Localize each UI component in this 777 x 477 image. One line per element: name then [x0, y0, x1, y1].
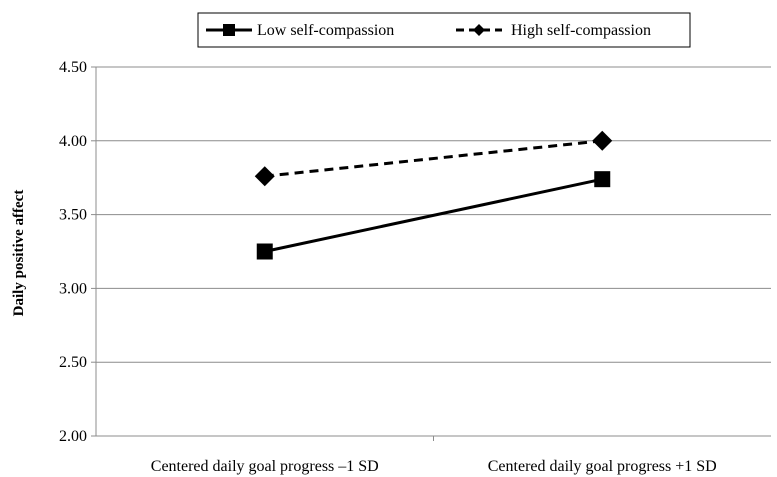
y-tick-label: 2.00: [59, 428, 87, 445]
series-line-high-self-compassion: [264, 139, 603, 178]
data-point-high-self-compassion: [254, 166, 275, 187]
legend-marker-square: [223, 24, 235, 36]
y-tick-label: 3.00: [59, 280, 87, 297]
series-line-low-self-compassion: [264, 177, 603, 253]
y-tick-label: 4.50: [59, 59, 87, 76]
series: [254, 130, 613, 260]
legend-box: [197, 12, 691, 48]
legend-item-high-self-compassion: High self-compassion: [456, 22, 651, 39]
legend-marker-diamond: [473, 24, 485, 36]
legend-label-low-self-compassion: Low self-compassion: [257, 22, 394, 39]
legend-label-high-self-compassion: High self-compassion: [511, 22, 651, 39]
data-point-high-self-compassion: [592, 130, 613, 151]
y-tick-label: 2.50: [59, 354, 87, 371]
legend: Low self-compassion High self-compassion: [197, 12, 691, 48]
y-tick-label: 3.50: [59, 207, 87, 224]
axes: [91, 66, 771, 441]
data-point-low-self-compassion: [594, 171, 611, 188]
x-tick-label: Centered daily goal progress –1 SD: [151, 458, 379, 475]
legend-item-low-self-compassion: Low self-compassion: [206, 22, 394, 39]
x-tick-labels: Centered daily goal progress –1 SD Center…: [151, 458, 717, 475]
y-tick-label: 4.00: [59, 133, 87, 150]
y-tick-labels: 2.00 2.50 3.00 3.50 4.00 4.50: [59, 59, 87, 445]
data-point-low-self-compassion: [256, 243, 273, 260]
x-tick-label: Centered daily goal progress +1 SD: [488, 458, 717, 475]
y-axis-title: Daily positive affect: [11, 190, 27, 317]
